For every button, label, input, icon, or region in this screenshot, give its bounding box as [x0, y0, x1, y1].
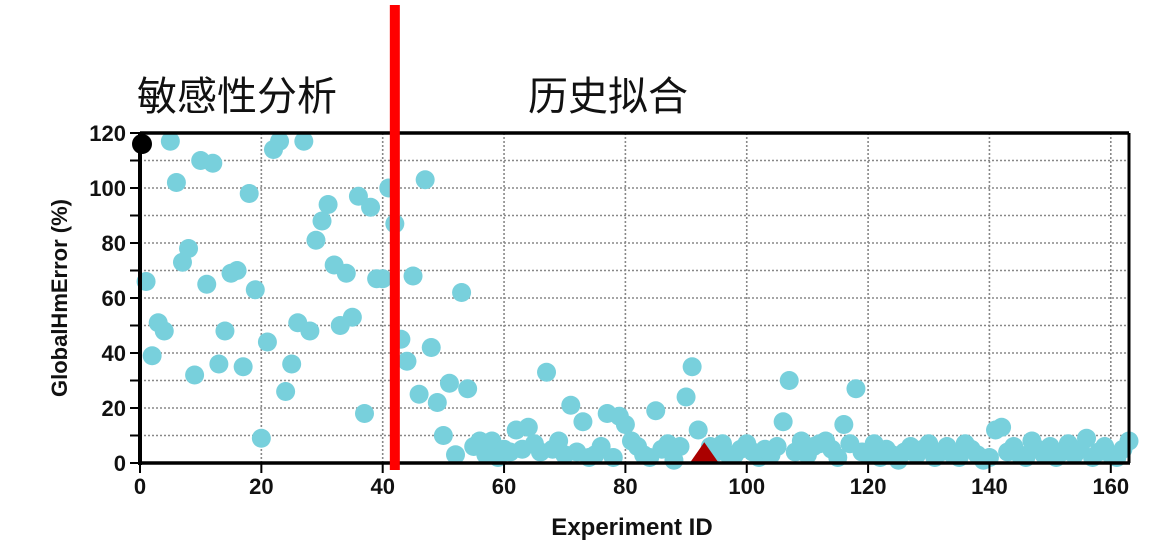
- x-tick-label: 140: [971, 474, 1008, 499]
- y-tick-label: 80: [102, 231, 126, 256]
- data-point: [439, 373, 459, 393]
- data-point: [294, 131, 314, 151]
- y-tick-label: 60: [102, 286, 126, 311]
- data-point: [142, 346, 162, 366]
- data-point: [537, 362, 557, 382]
- data-point: [209, 354, 229, 374]
- data-point: [166, 173, 186, 192]
- data-point: [561, 395, 581, 415]
- data-point: [615, 415, 635, 434]
- data-point: [779, 371, 799, 390]
- x-tick-label: 0: [134, 474, 146, 499]
- data-point: [427, 393, 447, 412]
- data-point: [397, 351, 417, 371]
- data-point: [336, 263, 356, 283]
- data-point: [312, 211, 332, 231]
- x-tick-label: 60: [492, 474, 516, 499]
- data-point: [688, 420, 708, 440]
- data-point: [354, 404, 374, 423]
- data-point: [676, 387, 696, 407]
- data-point: [373, 269, 393, 289]
- data-point: [257, 332, 277, 352]
- data-point: [179, 239, 199, 258]
- data-point: [767, 437, 787, 456]
- data-point: [682, 357, 702, 377]
- grid-lines: [140, 133, 1129, 463]
- data-point: [276, 382, 296, 401]
- x-tick-label: 160: [1092, 474, 1129, 499]
- data-point: [992, 417, 1012, 437]
- data-point: [282, 354, 302, 374]
- data-point: [203, 153, 223, 173]
- data-point: [846, 379, 866, 399]
- data-point: [415, 170, 435, 190]
- data-point: [670, 437, 690, 456]
- data-point: [318, 195, 338, 214]
- data-point: [306, 230, 326, 250]
- data-point: [361, 197, 381, 217]
- y-tick-label: 40: [102, 341, 126, 366]
- x-tick-label: 40: [370, 474, 394, 499]
- data-point: [452, 283, 472, 302]
- axes: [130, 131, 1131, 473]
- x-axis-label: Experiment ID: [551, 514, 713, 541]
- data-point: [433, 426, 453, 445]
- data-point: [773, 412, 793, 432]
- data-point: [245, 280, 265, 300]
- data-point: [573, 412, 593, 432]
- data-point: [458, 379, 478, 399]
- phase-divider-line: [389, 5, 400, 470]
- data-point: [197, 274, 217, 294]
- x-tick-label: 20: [249, 474, 273, 499]
- tick-labels: 0 20 40 60 80 100 120 0 20 40 60 80 100 120 140 160: [89, 121, 1129, 499]
- data-point: [421, 338, 441, 357]
- data-point: [348, 186, 368, 206]
- x-tick-label: 80: [613, 474, 637, 499]
- data-point: [446, 445, 466, 465]
- y-tick-label: 20: [102, 396, 126, 421]
- y-tick-label: 120: [89, 121, 126, 146]
- data-point: [646, 401, 666, 421]
- y-axis-label: GlobalHmError (%): [47, 198, 72, 398]
- y-tick-label: 0: [114, 451, 126, 476]
- data-point: [239, 184, 259, 203]
- data-point: [185, 365, 205, 385]
- history-matching-label: 历史拟合: [528, 74, 688, 120]
- data-point: [1077, 428, 1097, 448]
- data-point: [591, 437, 611, 456]
- data-point: [834, 415, 854, 434]
- best-point-diamond-marker: [690, 442, 719, 463]
- data-point: [342, 307, 362, 327]
- data-point: [233, 357, 253, 377]
- data-point: [409, 384, 429, 404]
- y-tick-label: 100: [89, 176, 126, 201]
- x-tick-label: 120: [850, 474, 887, 499]
- data-points: [136, 131, 1139, 470]
- data-point: [160, 131, 180, 151]
- data-point: [270, 131, 290, 151]
- data-point: [300, 321, 320, 341]
- data-point: [227, 261, 247, 280]
- data-point: [251, 428, 271, 448]
- sensitivity-analysis-label: 敏感性分析: [137, 74, 337, 120]
- data-point: [154, 321, 174, 341]
- data-point: [403, 266, 423, 286]
- data-point: [518, 417, 538, 437]
- x-tick-label: 100: [728, 474, 765, 499]
- data-point: [215, 321, 235, 341]
